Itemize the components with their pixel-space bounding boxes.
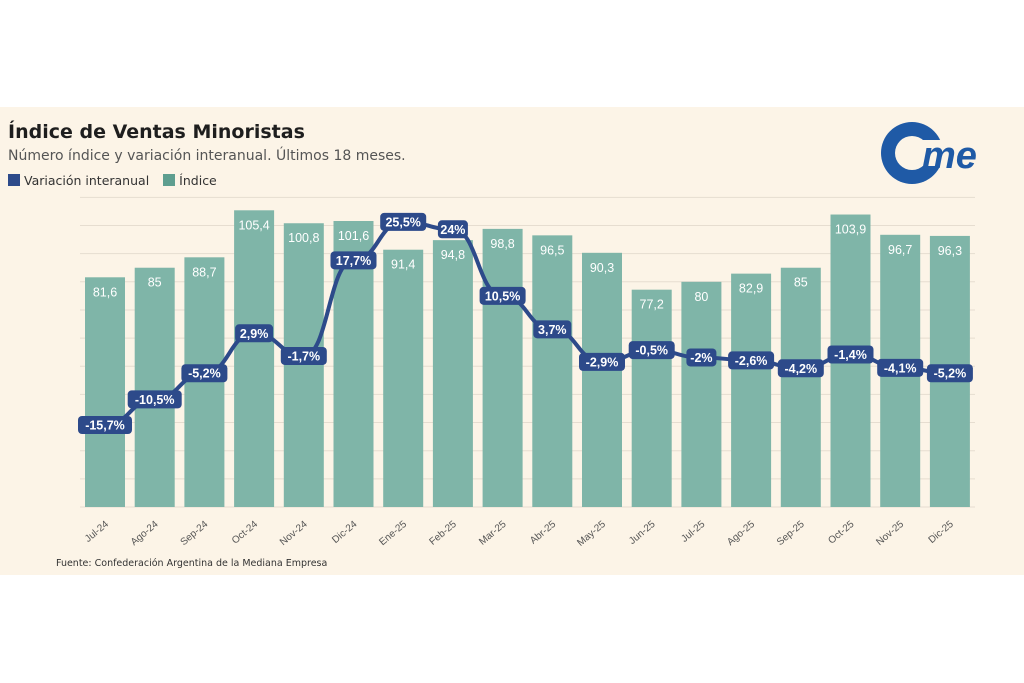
- line-label-bg: [877, 358, 924, 377]
- bar-label: 98,8: [490, 237, 514, 251]
- bar: [85, 277, 125, 507]
- x-tick-label: Jul-24: [83, 519, 111, 545]
- line-label: -4,2%: [784, 362, 817, 376]
- legend-item-variacion: Variación interanual: [8, 173, 149, 188]
- line-label: 24%: [440, 223, 465, 237]
- x-tick-label: Ago-25: [725, 519, 757, 548]
- bar-label: 94,8: [441, 248, 465, 262]
- x-tick-label: Nov-24: [278, 519, 310, 548]
- line-label-bg: [78, 416, 132, 435]
- line-label-bg: [181, 364, 228, 383]
- line-label: -4,1%: [884, 361, 917, 375]
- x-tick-label: Dic-24: [330, 519, 360, 546]
- line-label: -2,9%: [586, 355, 619, 369]
- line-label: -2%: [690, 351, 712, 365]
- x-tick-label: May-25: [575, 519, 608, 549]
- line-label-bg: [127, 390, 182, 409]
- line-label-bg: [579, 352, 625, 371]
- line-label-bg: [235, 324, 274, 343]
- line-label: -0,5%: [635, 344, 668, 358]
- line-label-bg: [777, 359, 824, 378]
- svg-text:me: me: [922, 135, 977, 177]
- x-tick-label: Jul-25: [679, 519, 707, 545]
- x-tick-label: Dic-25: [927, 519, 957, 546]
- bar: [631, 289, 672, 507]
- bar: [582, 252, 622, 507]
- bar: [134, 267, 175, 507]
- bar-label: 81,6: [93, 285, 117, 299]
- bar: [780, 267, 821, 507]
- line-label-bg: [827, 345, 874, 364]
- chart-subtitle: Número índice y variación interanual. Úl…: [8, 148, 406, 164]
- x-tick-label: Sep-24: [179, 519, 211, 548]
- line-label-bg: [728, 351, 775, 370]
- line-label: 17,7%: [336, 254, 371, 268]
- bar-label: 90,3: [590, 261, 614, 275]
- legend: Variación interanual Índice: [8, 173, 217, 188]
- line-label: -2,6%: [735, 354, 768, 368]
- x-tick-label: Ene-25: [377, 519, 409, 548]
- bar-label: 88,7: [192, 265, 216, 279]
- x-tick-label: Jun-25: [627, 519, 658, 547]
- bar-label: 85: [794, 276, 808, 290]
- bar-label: 101,6: [338, 229, 369, 243]
- bar: [383, 249, 424, 508]
- bar: [681, 281, 722, 507]
- came-logo: me: [881, 122, 977, 184]
- bar-label: 85: [148, 276, 162, 290]
- chart-title: Índice de Ventas Minoristas: [8, 121, 305, 143]
- x-tick-label: Oct-25: [826, 519, 856, 547]
- bar-label: 82,9: [739, 282, 763, 296]
- line-label: 3,7%: [538, 323, 567, 337]
- legend-swatch: [163, 174, 176, 186]
- x-tick-label: Sep-25: [775, 519, 807, 548]
- x-tick-label: Abr-25: [528, 519, 558, 547]
- line-label-bg: [380, 212, 427, 231]
- bar-label: 100,8: [288, 231, 319, 245]
- bar-label: 96,5: [540, 243, 564, 257]
- line-label: 10,5%: [485, 289, 520, 303]
- bar-label: 103,9: [835, 223, 866, 237]
- bar: [234, 210, 275, 507]
- line-label: -5,2%: [188, 367, 221, 381]
- bar: [432, 240, 473, 507]
- line-label-bg: [926, 364, 973, 383]
- line-label: -1,7%: [287, 349, 320, 363]
- line-label: 25,5%: [385, 215, 420, 229]
- line-label: -15,7%: [85, 419, 125, 433]
- x-tick-label: Oct-24: [230, 519, 260, 547]
- bar-label: 91,4: [391, 258, 415, 272]
- line-label-bg: [686, 348, 717, 367]
- line-label-bg: [280, 346, 327, 365]
- bar: [532, 235, 573, 508]
- bar-label: 96,3: [938, 244, 962, 258]
- x-tick-label: Mar-25: [477, 519, 509, 548]
- bar-label: 80: [694, 290, 708, 304]
- bar: [482, 228, 523, 508]
- bar: [731, 273, 772, 507]
- bar-label: 77,2: [640, 298, 664, 312]
- x-tick-label: Ago-24: [129, 519, 161, 548]
- bar-label: 96,7: [888, 243, 912, 257]
- line-label-bg: [437, 220, 468, 239]
- legend-swatch: [8, 174, 20, 186]
- line-label-bg: [628, 341, 675, 360]
- source-note: Fuente: Confederación Argentina de la Me…: [56, 558, 328, 569]
- line-label: 2,9%: [240, 327, 269, 341]
- bar: [283, 223, 324, 508]
- line-label: -10,5%: [135, 393, 175, 407]
- line-label: -1,4%: [834, 348, 867, 362]
- line-label-bg: [330, 251, 377, 270]
- legend-item-indice: Índice: [163, 173, 217, 188]
- x-tick-label: Feb-25: [427, 519, 459, 548]
- x-tick-label: Nov-25: [874, 519, 906, 548]
- line-label-bg: [479, 286, 526, 305]
- line-label: -5,2%: [934, 367, 967, 381]
- line-label-bg: [533, 320, 572, 339]
- bar-label: 105,4: [238, 218, 269, 232]
